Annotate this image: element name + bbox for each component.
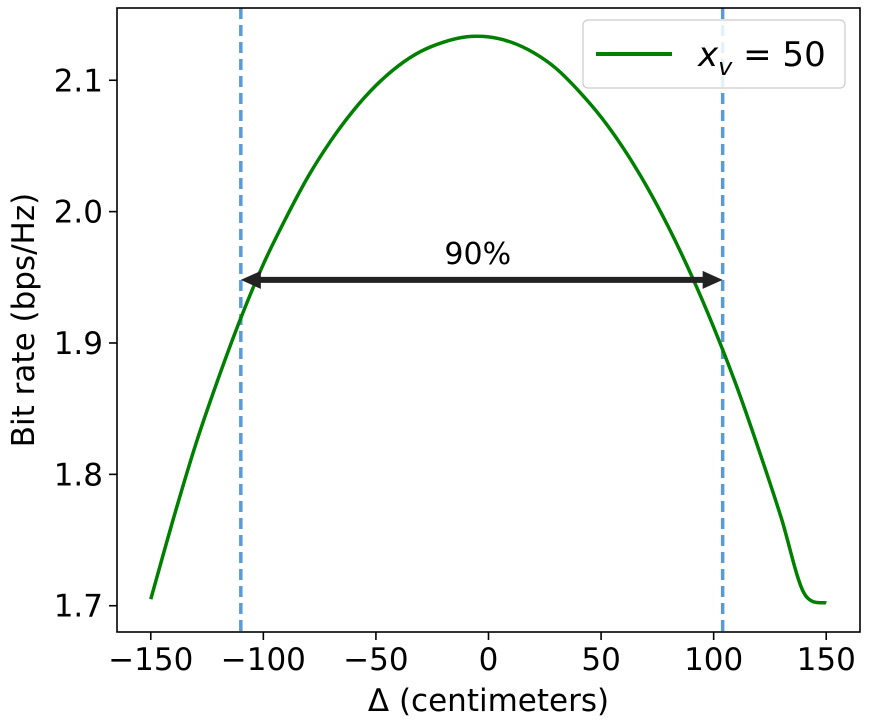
x-tick-label: −100	[221, 642, 306, 678]
x-axis: −150 −100 −50 0 50 100 150	[108, 632, 856, 678]
x-tick-label: 150	[797, 642, 856, 678]
legend-label-value: = 50	[732, 35, 825, 75]
legend-label: xv = 50	[697, 35, 826, 81]
legend: xv = 50	[582, 19, 846, 89]
annotation: 90%	[240, 237, 723, 289]
legend-box	[582, 19, 846, 89]
y-axis-title: Bit rate (bps/Hz)	[6, 193, 42, 447]
plot-frame	[116, 7, 861, 633]
x-axis-title: Δ (centimeters)	[368, 683, 609, 719]
annotation-arrow-head-left	[240, 270, 261, 289]
x-tick-label: −50	[343, 642, 408, 678]
x-tick-label: 100	[684, 642, 743, 678]
reference-lines	[239, 8, 725, 632]
annotation-label: 90%	[444, 237, 511, 272]
legend-label-base: x	[697, 35, 719, 75]
y-tick-label: 2.0	[54, 195, 103, 231]
y-tick-label: 1.8	[54, 457, 103, 493]
legend-label-subscript: v	[718, 53, 733, 81]
series-line	[149, 34, 827, 605]
y-tick-label: 1.7	[54, 589, 103, 625]
y-tick-label: 2.1	[54, 63, 103, 99]
x-tick-label: −150	[108, 642, 193, 678]
x-tick-label: 50	[581, 642, 620, 678]
y-tick-label: 1.9	[54, 326, 103, 362]
x-tick-label: 0	[479, 642, 499, 678]
annotation-arrow-head-right	[702, 270, 723, 289]
y-axis: 1.7 1.8 1.9 2.0 2.1	[54, 63, 117, 625]
series-layer	[149, 34, 827, 605]
